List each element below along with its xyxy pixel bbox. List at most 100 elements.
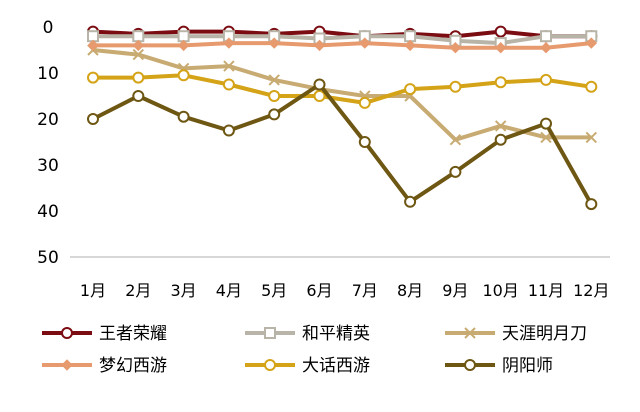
- y-tick-label: 30: [37, 156, 59, 176]
- x-tick-label: 6月: [306, 281, 332, 300]
- legend-item-5: 大话西游: [245, 356, 370, 376]
- data-point: [464, 327, 476, 339]
- data-point: [268, 74, 280, 86]
- data-point: [449, 41, 462, 54]
- x-tick-label: 4月: [216, 281, 242, 300]
- legend-label: 梦幻西游: [99, 356, 167, 376]
- data-point: [222, 78, 235, 91]
- series-4: [87, 37, 598, 54]
- data-point: [268, 37, 280, 49]
- data-point: [264, 359, 276, 371]
- legend-label: 大话西游: [302, 356, 370, 376]
- data-point: [87, 39, 99, 52]
- y-tick-label: 0: [43, 18, 54, 38]
- data-point: [268, 90, 281, 102]
- data-point: [404, 39, 416, 52]
- data-point-stroke: [132, 48, 145, 61]
- legend-item-4: 梦幻西游: [42, 356, 167, 376]
- y-tick-label: 50: [37, 248, 59, 268]
- data-point: [264, 327, 276, 339]
- data-point: [222, 124, 235, 137]
- data-point: [540, 30, 552, 43]
- x-tick-label: 7月: [352, 281, 378, 300]
- data-point: [358, 96, 371, 109]
- data-point: [449, 165, 462, 178]
- legend-label: 阴阳师: [502, 356, 553, 376]
- legend-label: 王者荣耀: [99, 324, 167, 344]
- legend-item-6: 阴阳师: [445, 356, 553, 376]
- y-tick-label: 20: [37, 110, 59, 130]
- data-point: [61, 359, 73, 371]
- series-5: [87, 69, 598, 109]
- series-line: [92, 48, 592, 142]
- data-point: [540, 117, 552, 130]
- x-tick-label: 5月: [261, 281, 287, 300]
- x-tick-label: 9月: [442, 281, 468, 300]
- data-point: [449, 133, 462, 146]
- x-tick-label: 11月: [528, 281, 564, 300]
- data-point: [177, 39, 190, 52]
- data-point: [494, 76, 507, 89]
- data-point: [87, 71, 99, 84]
- data-point: [540, 73, 552, 86]
- legend-item-2: 和平精英: [245, 324, 370, 344]
- data-point: [268, 108, 281, 121]
- y-tick-label: 40: [37, 202, 59, 222]
- data-point: [223, 37, 235, 49]
- data-point: [223, 60, 235, 72]
- legend-label: 天涯明月刀: [502, 324, 587, 344]
- data-point: [404, 83, 417, 96]
- series-6: [87, 78, 598, 211]
- data-point: [585, 80, 598, 93]
- data-point: [313, 90, 326, 102]
- data-point: [540, 131, 552, 144]
- data-point: [494, 41, 507, 54]
- data-point: [494, 25, 507, 38]
- data-point: [358, 136, 371, 148]
- series-group: [87, 25, 598, 211]
- x-tick-label: 10月: [483, 281, 519, 300]
- data-point: [132, 48, 145, 61]
- data-point-stroke: [449, 133, 462, 146]
- data-point-stroke: [494, 120, 507, 132]
- data-point: [313, 78, 326, 91]
- data-point: [177, 110, 190, 123]
- data-point: [132, 71, 145, 84]
- x-tick-label: 3月: [171, 281, 197, 300]
- data-point: [540, 41, 552, 54]
- data-point: [494, 120, 507, 132]
- legend-item-1: 王者荣耀: [42, 324, 167, 344]
- data-point: [494, 133, 507, 146]
- series-line: [93, 41, 592, 50]
- legend-label: 和平精英: [302, 324, 370, 344]
- data-point-stroke: [268, 74, 280, 86]
- data-point: [449, 80, 462, 93]
- data-point-stroke: [223, 60, 235, 72]
- x-tick-label: 1月: [80, 281, 106, 300]
- series-line: [92, 82, 594, 206]
- series-line: [93, 73, 592, 105]
- legend-item-3: 天涯明月刀: [445, 324, 587, 344]
- data-point: [177, 69, 190, 82]
- data-point: [132, 90, 145, 102]
- data-point-stroke: [585, 131, 598, 144]
- data-point: [464, 359, 476, 371]
- x-tick-label: 8月: [397, 281, 423, 300]
- data-point-stroke: [540, 131, 552, 144]
- data-point-stroke: [464, 327, 476, 339]
- data-point: [61, 327, 73, 339]
- data-point: [404, 195, 417, 208]
- data-point: [313, 39, 326, 52]
- series-line: [92, 29, 592, 39]
- axes: 0 10 20 30 40 50 1月 2月 3月 4月 5月 6月 7月 8月 9月 10月 11月 12月: [37, 18, 610, 300]
- data-point: [87, 113, 99, 125]
- data-point: [585, 37, 598, 49]
- data-point: [585, 198, 598, 211]
- series-line: [93, 34, 592, 46]
- data-point: [132, 39, 145, 52]
- x-tick-label: 12月: [573, 281, 609, 300]
- y-tick-label: 10: [37, 64, 59, 84]
